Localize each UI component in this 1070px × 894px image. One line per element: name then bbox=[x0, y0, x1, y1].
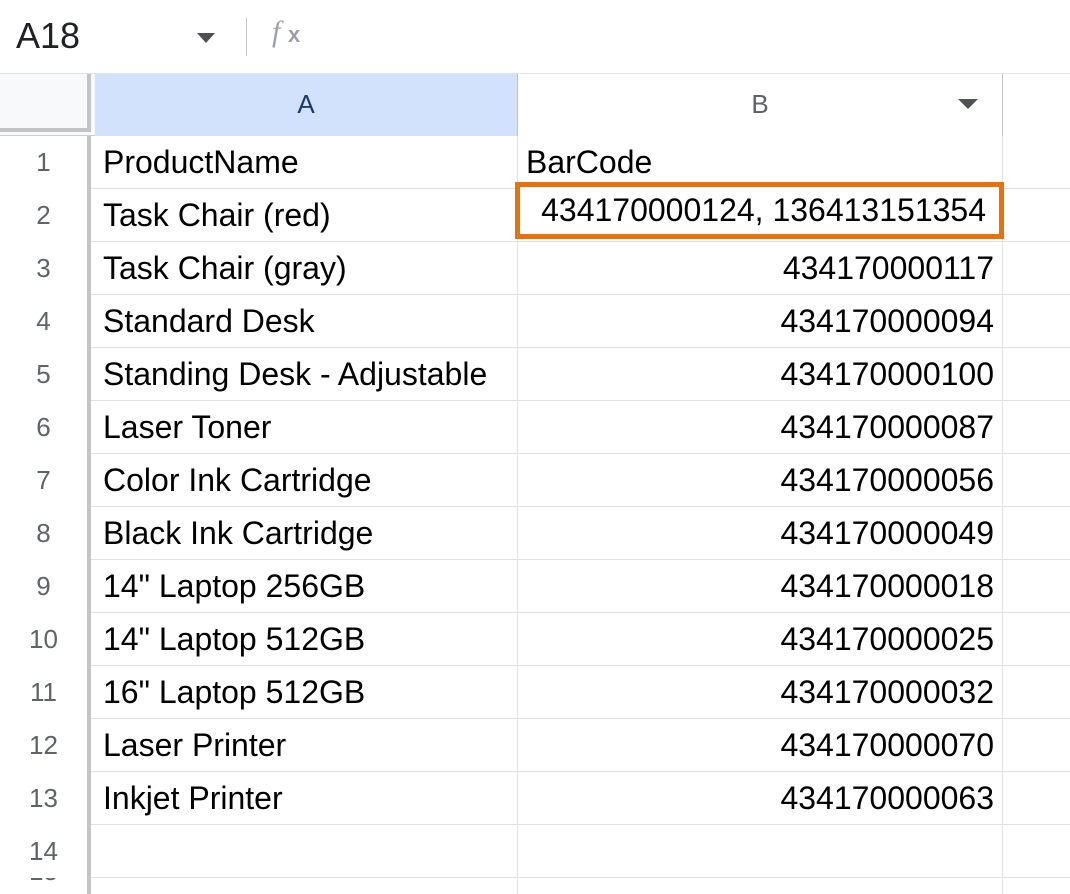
svg-text:f: f bbox=[272, 15, 284, 48]
svg-text:x: x bbox=[288, 22, 301, 47]
